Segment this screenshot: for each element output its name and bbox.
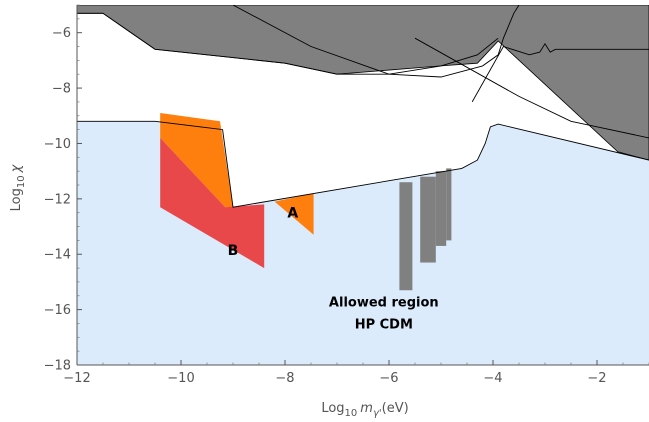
x-tick-label: −10 [167,371,194,386]
annotations: A B Allowed region HP CDM [228,206,439,333]
plot-regions [77,5,649,365]
boundary-line-5 [77,120,649,208]
y-tick-label: −18 [44,359,71,374]
y-axis-title: Log10χ [9,163,27,211]
y-tick-label: −6 [52,26,71,41]
excluded-bar-2 [420,176,436,263]
y-tick-label: −16 [44,303,71,318]
excluded-bar-1 [399,182,413,291]
label-b: B [228,243,239,259]
boundary-line-1 [77,12,499,75]
annotation-hp-cdm: HP CDM [355,317,413,332]
excluded-bar-3 [435,171,447,246]
x-tick-label: −12 [63,371,90,386]
x-tick-label: −4 [483,371,502,386]
boundary-line-2 [232,5,520,78]
y-tick-label: −10 [44,137,71,152]
y-tick-label: −8 [52,82,71,97]
boundary-line-3 [471,42,649,103]
axis-ticks: −12 −10 −8 −6 −4 −2 −18 −16 −14 −12 −10 −8 −6 [44,4,649,386]
boundary-line-4 [414,37,649,139]
y-tick-label: −14 [44,248,71,263]
excluded-bar-4 [446,168,452,241]
region-upper-orange [160,113,233,208]
region-region-A [274,193,314,235]
x-tick-label: −2 [587,371,606,386]
annotation-allowed-region: Allowed region [329,295,439,310]
x-axis-title: Log10 mγ'(eV) [321,401,408,419]
y-tick-label: −12 [44,192,71,207]
boundary-lines [77,5,649,208]
excluded-bars [399,168,452,291]
region-region-B [160,137,265,269]
x-tick-label: −8 [275,371,294,386]
x-tick-label: −6 [379,371,398,386]
label-a: A [287,206,298,222]
